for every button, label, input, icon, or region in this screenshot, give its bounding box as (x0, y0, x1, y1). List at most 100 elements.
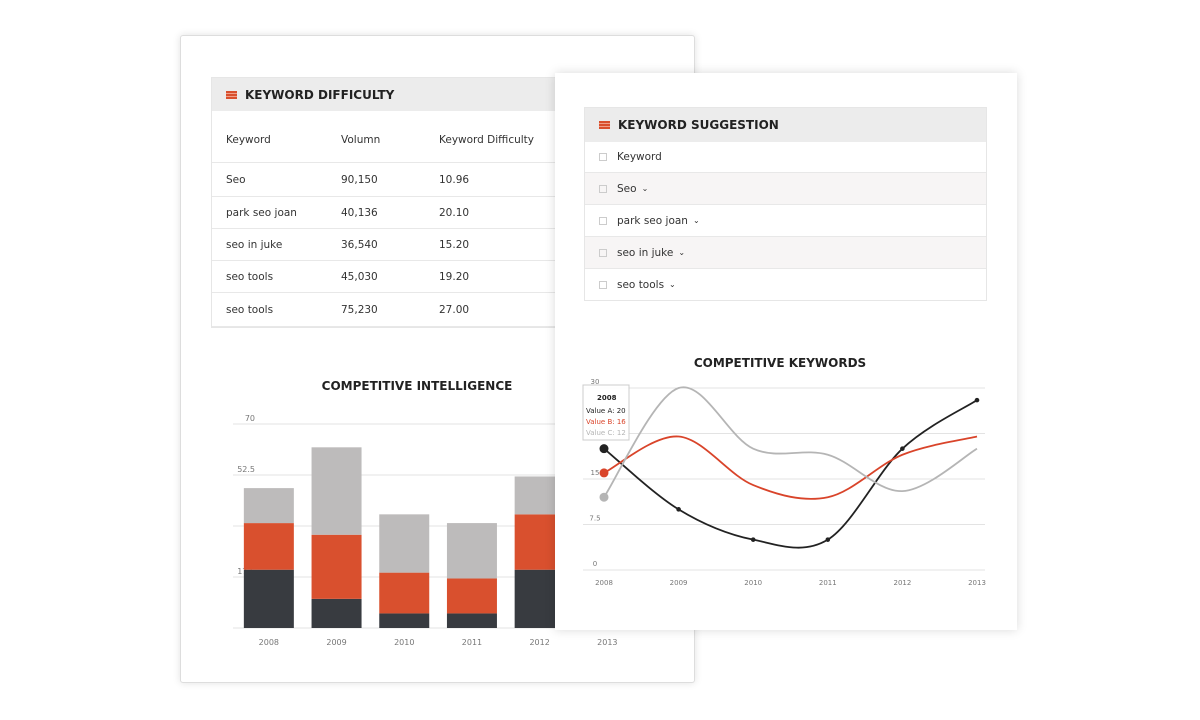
dropdown-arrow: ⌄ (678, 248, 686, 257)
x-tick-label: 2010 (744, 579, 762, 587)
column-header: Volumn (341, 133, 381, 146)
x-tick-label: 2013 (968, 579, 986, 587)
dropdown-arrow: ⌄ (692, 216, 700, 225)
point (825, 537, 831, 542)
bar-segment (311, 598, 362, 628)
highlight-point (599, 468, 609, 478)
table-cell: park seo joan (226, 206, 297, 219)
table-cell: seo in juke (226, 238, 283, 251)
table-row: seo tools ⌄ (585, 269, 986, 300)
checkbox (599, 184, 607, 193)
checkbox (599, 280, 607, 289)
chart: COMPETITIVE KEYWORDS07.51522.53020082009… (582, 356, 986, 587)
column-header: Keyword (226, 133, 271, 146)
x-tick-label: 2009 (326, 638, 346, 647)
x-tick-label: 2012 (529, 638, 549, 647)
table-cell: 15.20 (439, 238, 470, 251)
bar-segment (446, 578, 497, 614)
bar-segment (243, 488, 294, 524)
x-tick-label: 2011 (819, 579, 837, 587)
table-cell: 27.00 (439, 303, 470, 316)
bar-segment (243, 569, 294, 628)
x-tick-label: 2010 (394, 638, 414, 647)
tooltip (582, 384, 630, 441)
y-tick-label: 15 (591, 469, 600, 477)
table-cell: 40,136 (341, 206, 378, 219)
checkbox (599, 216, 607, 225)
table-cell: 75,230 (341, 303, 378, 316)
table-cell: 45,030 (341, 270, 378, 283)
table-row: seo tools 45,030 19.20 (212, 261, 632, 293)
panel-title: KEYWORD SUGGESTION (618, 118, 779, 132)
table-cell: 10.96 (439, 173, 470, 186)
x-tick-label: 2013 (597, 638, 617, 647)
y-tick-label: 30 (591, 378, 600, 386)
panel-title: KEYWORD DIFFICULTY (245, 87, 395, 102)
table-cell: 36,540 (341, 238, 378, 251)
line (603, 435, 978, 500)
x-tick-label: 2009 (670, 579, 688, 587)
highlight-point (599, 444, 609, 454)
bar-segment (446, 523, 497, 579)
tooltip-title: 2008 (597, 394, 617, 402)
table-row: seo tools 75,230 27.00 (212, 293, 632, 327)
bar-segment (446, 613, 497, 628)
keyword: Seo (617, 182, 637, 195)
chart-title: COMPETITIVE KEYWORDS (694, 356, 866, 370)
keyword: seo tools (617, 278, 665, 291)
x-tick-label: 2012 (893, 579, 911, 587)
suggestion-panel: KEYWORD SUGGESTION Keyword Seo ⌄ park seo j… (584, 107, 987, 301)
tooltip-line: Value B: 16 (586, 418, 626, 426)
icon (226, 90, 237, 99)
panel-header: KEYWORD SUGGESTION (585, 108, 986, 142)
table-cell: 20.10 (439, 206, 470, 219)
bar-segment (379, 572, 430, 614)
highlight-point (599, 492, 609, 502)
table-row: Seo ⌄ (585, 173, 986, 205)
bar-segment (311, 534, 362, 599)
table-cell: 19.20 (439, 270, 470, 283)
bar-segment (379, 514, 430, 573)
line (603, 386, 978, 498)
table-row: park seo joan 40,136 20.10 (212, 197, 632, 229)
icon (599, 121, 610, 129)
point (676, 507, 681, 512)
bar-segment (311, 447, 362, 535)
table-cell: seo tools (226, 270, 274, 283)
chart-title: COMPETITIVE INTELLIGENCE (322, 379, 513, 393)
y-tick-label: 0 (593, 560, 597, 568)
dropdown-arrow: ⌄ (641, 184, 649, 193)
table-cell: 90,150 (341, 173, 378, 186)
table-row: Seo 90,150 10.96 (212, 163, 632, 197)
keyword: park seo joan (617, 214, 688, 227)
x-tick-label: 2008 (259, 638, 279, 647)
keyword: seo in juke (617, 246, 674, 259)
table-header-row: Keyword Volumn Keyword Difficulty (212, 111, 632, 163)
tooltip-line: Value A: 20 (586, 407, 626, 415)
point (900, 446, 905, 451)
table-cell: seo tools (226, 303, 274, 316)
column-header: Keyword Difficulty (439, 133, 535, 146)
checkbox (599, 248, 607, 257)
y-tick-label: 7.5 (589, 515, 600, 523)
column-header: Keyword (617, 151, 662, 163)
y-tick-label: 70 (245, 414, 255, 423)
table-row: park seo joan ⌄ (585, 205, 986, 237)
x-tick-label: 2008 (595, 579, 613, 587)
bar-segment (243, 523, 294, 570)
table-cell: Seo (226, 173, 246, 186)
table-row: seo in juke 36,540 15.20 (212, 229, 632, 261)
tooltip-line: Value C: 12 (586, 429, 626, 437)
dropdown-arrow: ⌄ (669, 280, 676, 289)
table-row: seo in juke ⌄ (585, 237, 986, 269)
table-header-row: Keyword (585, 142, 986, 173)
line (603, 399, 978, 549)
x-tick-label: 2011 (462, 638, 482, 647)
front-card: KEYWORD SUGGESTION Keyword Seo ⌄ park seo j… (555, 73, 1017, 630)
point (974, 397, 980, 403)
bar-segment (379, 613, 430, 628)
point (750, 537, 756, 542)
checkbox (599, 153, 607, 161)
y-tick-label: 52.5 (237, 465, 255, 474)
